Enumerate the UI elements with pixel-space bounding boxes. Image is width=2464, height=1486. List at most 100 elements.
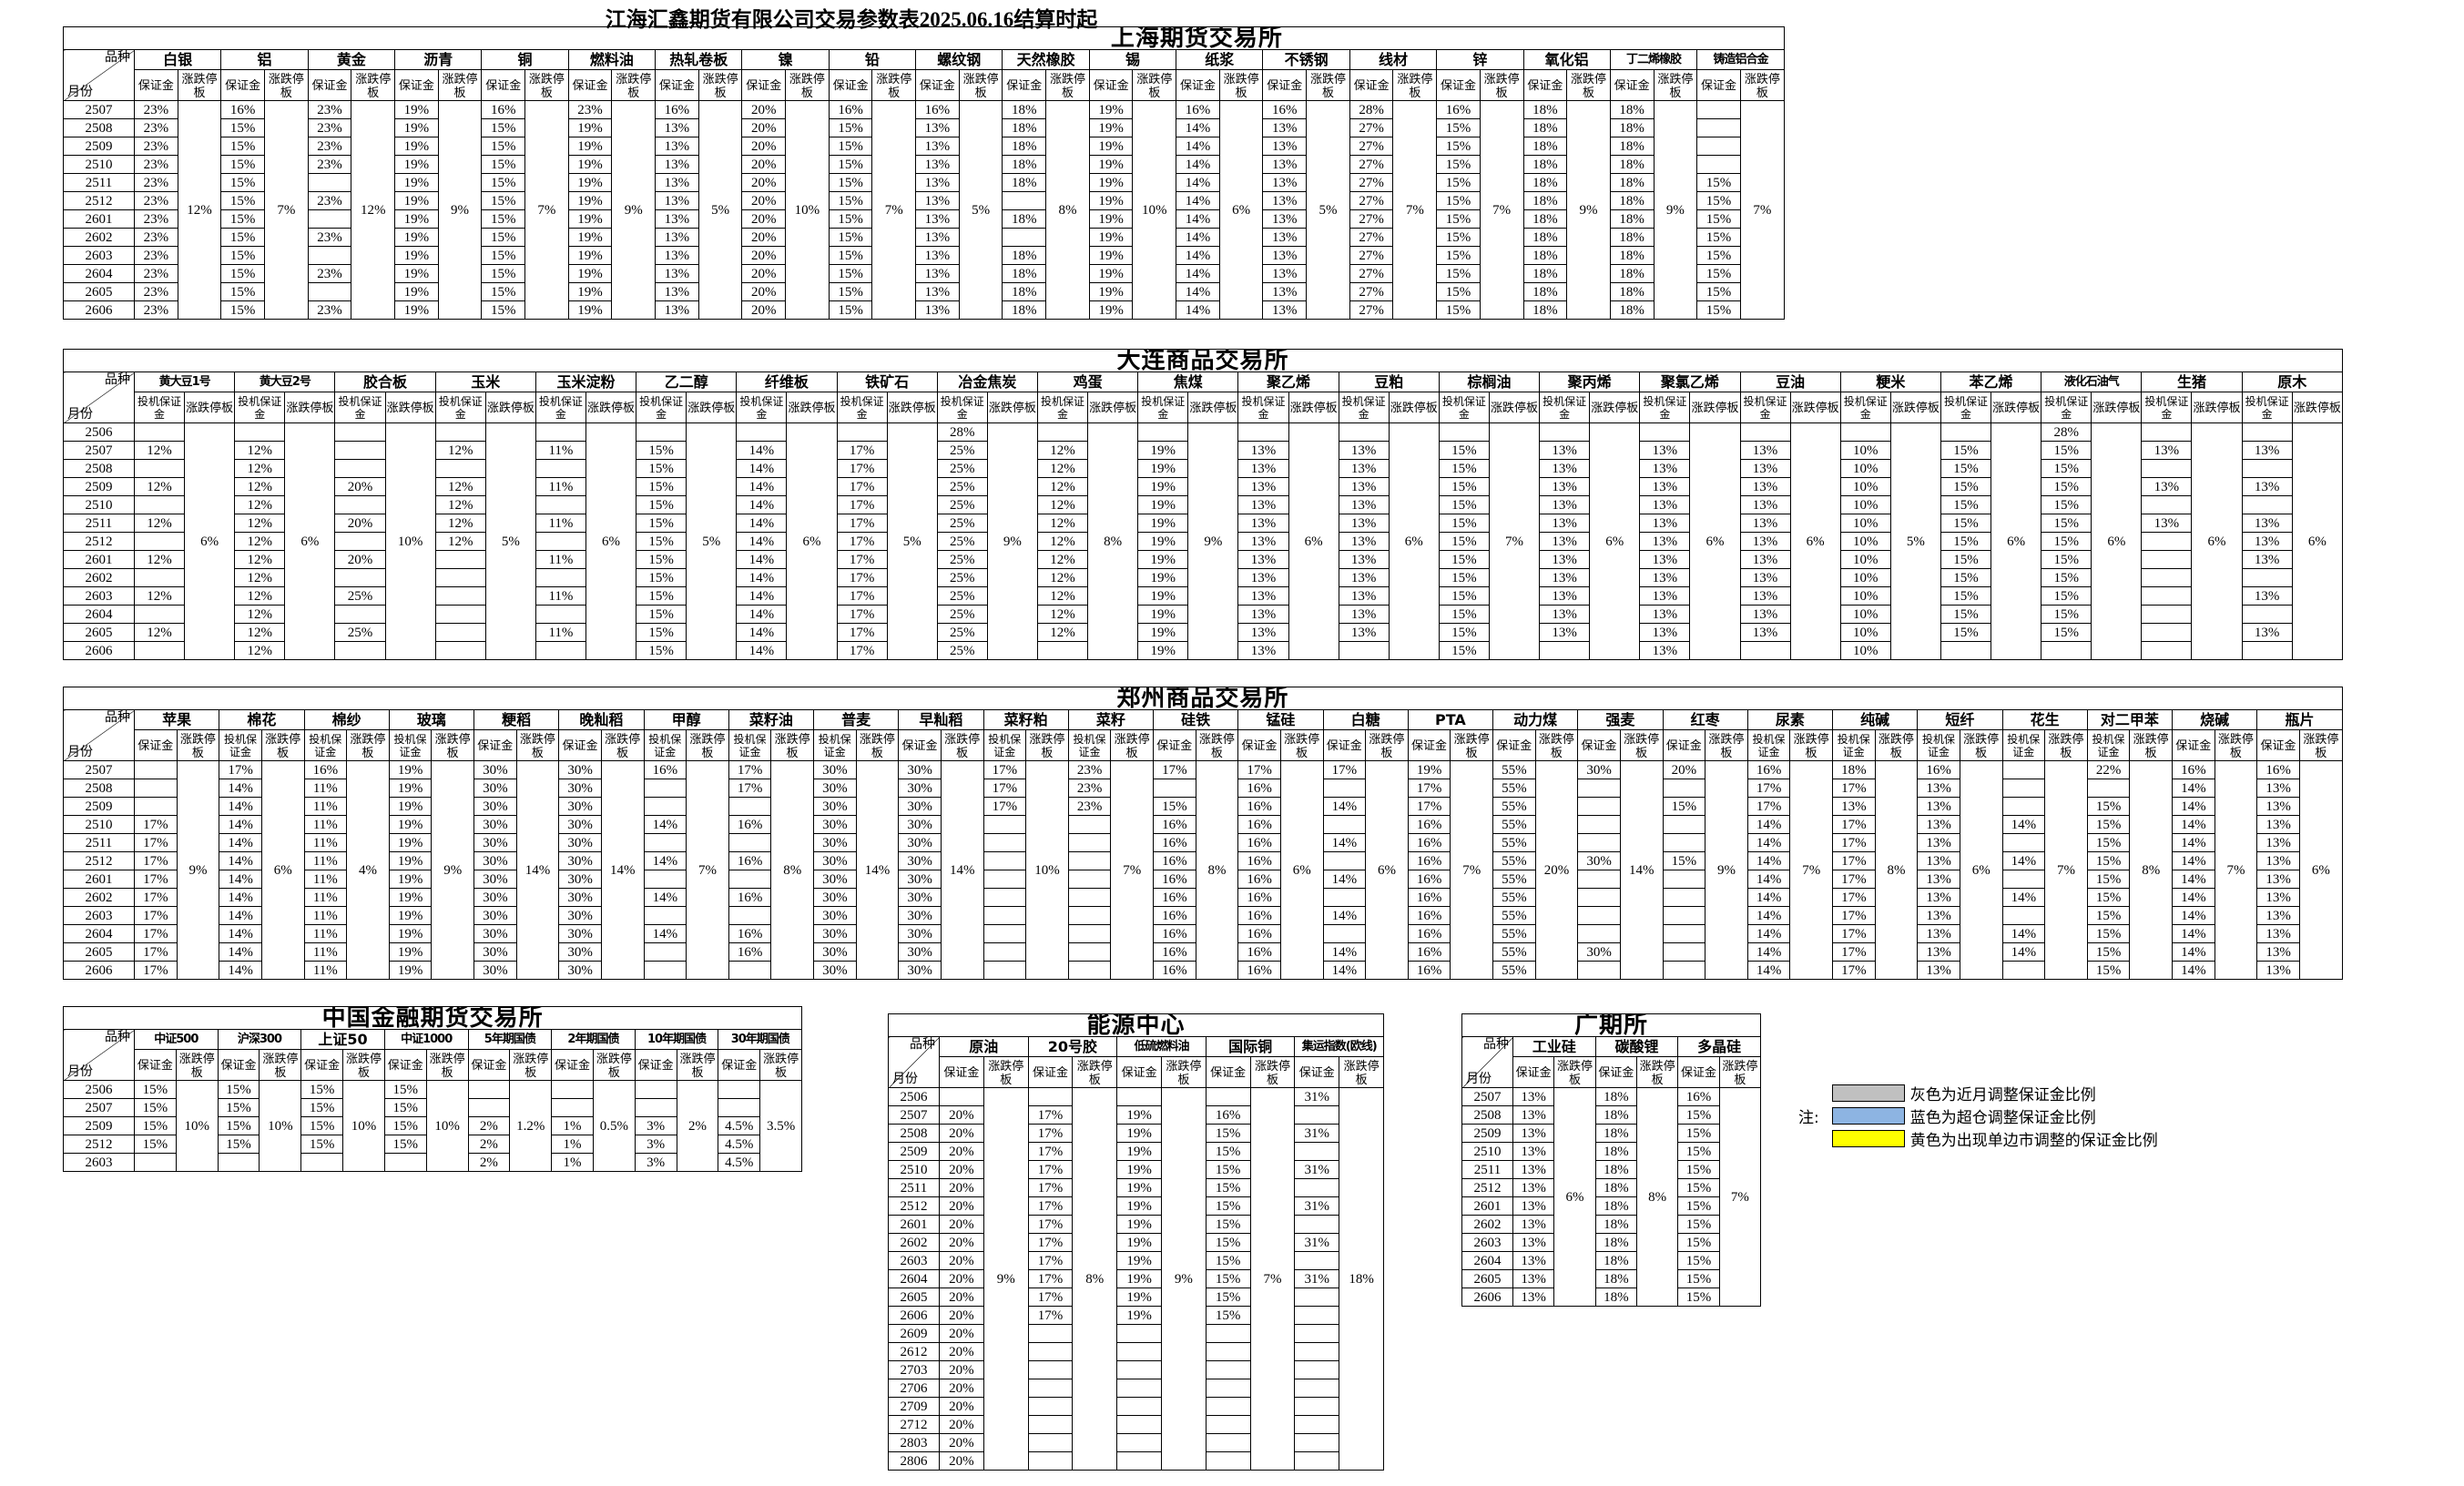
margin-cell-shfe-11-8: 19%	[1088, 246, 1134, 265]
margin-cell-shfe-4-8: 15%	[481, 246, 526, 265]
margin-cell-czce-18-9	[1662, 924, 1706, 943]
margin-cell-dce-4-12	[535, 641, 586, 660]
margin-cell-czce-2-7: 11%	[303, 888, 348, 907]
margin-cell-dce-3-0	[434, 422, 486, 442]
margin-cell-czce-9-8: 30%	[898, 906, 942, 925]
table-row: 2602 13% 18% 15%	[1461, 1215, 1761, 1234]
margin-cell-dce-0-9: 12%	[133, 586, 186, 606]
margin-cell-czce-10-5	[983, 851, 1027, 870]
margin-cell-czce-9-10: 30%	[898, 942, 942, 962]
commodity-header-dce-13: 棕榈油	[1438, 372, 1541, 392]
margin-cell-dce-5-0	[636, 422, 687, 442]
subheader-margin-shfe-16: 保证金	[1522, 69, 1568, 101]
margin-cell-shfe-18-0	[1696, 100, 1741, 119]
margin-cell-shfe-3-11: 19%	[394, 300, 439, 320]
margin-cell-ine-3-20	[1205, 1451, 1251, 1471]
margin-cell-dce-13-12: 15%	[1438, 641, 1490, 660]
margin-cell-dce-12-3: 13%	[1338, 477, 1390, 496]
margin-cell-dce-4-4	[535, 495, 586, 514]
subheader-limit-czce-18: 涨跌停板	[1705, 729, 1748, 761]
margin-cell-dce-18-3: 15%	[1940, 477, 1992, 496]
margin-cell-czce-16-4: 55%	[1492, 833, 1536, 852]
margin-cell-czce-14-6: 14%	[1322, 870, 1367, 889]
margin-cell-ine-2-15	[1116, 1360, 1162, 1379]
margin-cell-dce-14-1: 13%	[1539, 441, 1591, 460]
subheader-limit-shfe-2: 涨跌停板	[351, 69, 396, 101]
margin-cell-shfe-3-3: 19%	[394, 155, 439, 174]
margin-cell-dce-20-7	[2141, 550, 2193, 569]
margin-cell-dce-12-7: 13%	[1338, 550, 1390, 569]
subheader-margin-czce-13: 保证金	[1237, 729, 1281, 761]
margin-cell-ine-1-17	[1027, 1397, 1074, 1416]
margin-cell-czce-17-0: 30%	[1577, 760, 1621, 779]
margin-cell-dce-21-12	[2241, 641, 2293, 660]
margin-cell-ine-2-9: 19%	[1116, 1251, 1162, 1270]
margin-cell-dce-6-0	[736, 422, 788, 442]
margin-cell-dce-6-4: 14%	[736, 495, 788, 514]
margin-cell-czce-0-2	[134, 797, 178, 816]
margin-cell-czce-23-10: 15%	[2086, 942, 2131, 962]
margin-cell-shfe-13-8: 13%	[1262, 246, 1308, 265]
margin-cell-dce-19-3: 15%	[2041, 477, 2092, 496]
limit-cell-shfe-11: 10%	[1132, 100, 1177, 320]
margin-cell-shfe-1-6: 15%	[220, 209, 266, 229]
margin-cell-shfe-5-3: 19%	[567, 155, 613, 174]
margin-cell-cffex-5-4: 1%	[551, 1153, 594, 1172]
subheader-limit-czce-22: 涨跌停板	[2044, 729, 2088, 761]
margin-cell-shfe-8-10: 15%	[828, 282, 873, 301]
corner-label-variety: 品种	[1483, 1038, 1509, 1052]
margin-cell-dce-20-12	[2141, 641, 2193, 660]
margin-cell-czce-0-3: 17%	[134, 815, 178, 834]
margin-cell-dce-21-8	[2241, 568, 2293, 587]
margin-cell-ine-4-20	[1294, 1451, 1340, 1471]
limit-cell-dce-20: 6%	[2191, 422, 2243, 660]
margin-cell-dce-8-12: 25%	[936, 641, 988, 660]
margin-cell-ine-1-4: 17%	[1027, 1160, 1074, 1179]
margin-cell-shfe-11-9: 19%	[1088, 264, 1134, 283]
margin-cell-gfex-2-2: 15%	[1677, 1124, 1720, 1143]
margin-cell-ine-3-9: 15%	[1205, 1251, 1251, 1270]
margin-cell-dce-17-0	[1839, 422, 1891, 442]
subheader-limit-cffex-6: 涨跌停板	[676, 1049, 719, 1081]
margin-cell-czce-3-10: 19%	[388, 942, 433, 962]
margin-cell-czce-15-9: 16%	[1407, 924, 1451, 943]
margin-cell-ine-0-16: 20%	[939, 1379, 984, 1398]
margin-cell-shfe-5-5: 19%	[567, 191, 613, 210]
margin-cell-czce-7-6	[728, 870, 772, 889]
subheader-limit-shfe-13: 涨跌停板	[1306, 69, 1350, 101]
margin-cell-dce-0-10	[133, 605, 186, 624]
margin-cell-ine-2-5: 19%	[1116, 1178, 1162, 1197]
table-row: 2606 23% 15% 23% 19% 15% 19% 13% 20% 15% 13% 18% 19%…	[63, 300, 1785, 320]
margin-cell-dce-11-10: 13%	[1237, 605, 1289, 624]
limit-cell-czce-22: 7%	[2044, 760, 2088, 980]
margin-cell-dce-16-6: 13%	[1739, 532, 1791, 551]
margin-cell-ine-0-7: 20%	[939, 1215, 984, 1234]
margin-cell-czce-12-11: 16%	[1153, 961, 1196, 980]
limit-cell-shfe-2: 12%	[351, 100, 396, 320]
margin-cell-shfe-14-6: 27%	[1349, 209, 1394, 229]
subheader-limit-dce-12: 涨跌停板	[1388, 392, 1440, 423]
margin-cell-ine-1-7: 17%	[1027, 1215, 1074, 1234]
limit-cell-dce-16: 6%	[1789, 422, 1841, 660]
margin-cell-czce-3-11: 19%	[388, 961, 433, 980]
margin-cell-dce-3-7	[434, 550, 486, 569]
table-row: 2509 13% 18% 15%	[1461, 1124, 1761, 1143]
margin-cell-cffex-6-4: 3%	[634, 1153, 677, 1172]
margin-cell-czce-21-6: 13%	[1917, 870, 1960, 889]
subheader-limit-dce-6: 涨跌停板	[786, 392, 838, 423]
legend-text-yellow: 黄色为出现单边市调整的保证金比例	[1909, 1132, 2158, 1150]
margin-cell-czce-4-4: 30%	[473, 833, 517, 852]
margin-cell-shfe-10-5	[1002, 191, 1047, 210]
month-cell-ine-7: 2601	[888, 1215, 940, 1234]
margin-cell-czce-11-0: 23%	[1067, 760, 1112, 779]
month-cell-czce-10: 2605	[63, 942, 135, 962]
margin-cell-ine-4-19	[1294, 1433, 1340, 1452]
margin-cell-cffex-4-3: 2%	[467, 1135, 511, 1154]
margin-cell-dce-20-6	[2141, 532, 2193, 551]
commodity-header-shfe-17: 丁二烯橡胶	[1609, 49, 1698, 70]
margin-cell-shfe-0-10: 23%	[134, 282, 178, 301]
commodity-header-dce-18: 苯乙烯	[1940, 372, 2042, 392]
margin-cell-czce-2-6: 11%	[303, 870, 348, 889]
table-row: 2604 12% 15% 14% 17% 25% 12% 19% 13% 13% 15% 13% 13%…	[63, 605, 2343, 624]
margin-cell-dce-7-1: 17%	[836, 441, 888, 460]
